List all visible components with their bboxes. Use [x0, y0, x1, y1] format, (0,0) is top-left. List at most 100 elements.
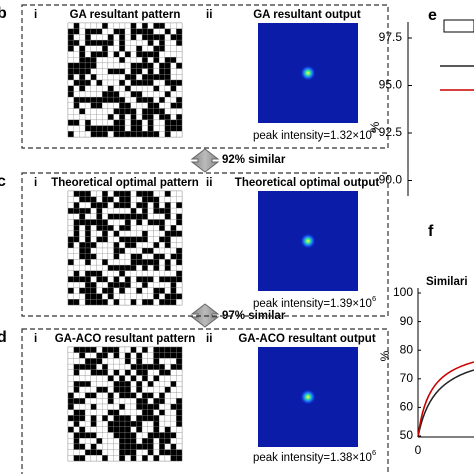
- pattern-cell: [73, 443, 80, 450]
- pattern-cell: [102, 398, 109, 405]
- pattern-cell: [84, 68, 91, 75]
- pattern-cell: [136, 45, 143, 52]
- axis-title: %: [378, 350, 392, 361]
- pattern-cell: [170, 28, 177, 35]
- pattern-cell: [124, 369, 131, 376]
- pattern-cell: [170, 57, 177, 64]
- pattern-cell: [136, 403, 143, 410]
- pattern-cell: [96, 443, 103, 450]
- pattern-cell: [159, 443, 166, 450]
- pattern-cell: [84, 219, 91, 226]
- pattern-cell: [136, 68, 143, 75]
- pattern-cell: [147, 102, 154, 109]
- sub-label: ii: [206, 9, 212, 21]
- pattern-cell: [84, 398, 91, 405]
- pattern-cell: [170, 74, 177, 81]
- pattern-cell: [130, 236, 137, 243]
- pattern-cell: [119, 22, 126, 29]
- pattern-cell: [147, 363, 154, 370]
- pattern-cell: [130, 68, 137, 75]
- pattern-cell: [170, 247, 177, 254]
- pattern-cell: [176, 219, 183, 226]
- pattern-cell: [147, 213, 154, 220]
- pattern-cell: [102, 282, 109, 289]
- pattern-cell: [124, 363, 131, 370]
- pattern-cell: [79, 426, 86, 433]
- pattern-cell: [113, 398, 120, 405]
- pattern-cell: [124, 270, 131, 277]
- pattern-cell: [102, 91, 109, 98]
- pattern-cell: [141, 213, 148, 220]
- pattern-cell: [164, 282, 171, 289]
- pattern-cell: [141, 449, 148, 456]
- pattern-cell: [176, 386, 183, 393]
- pattern-cell: [147, 74, 154, 81]
- pattern-cell: [164, 259, 171, 266]
- pattern-cell: [107, 219, 114, 226]
- pattern-cell: [130, 85, 137, 92]
- pattern-cell: [147, 299, 154, 306]
- pattern-cell: [153, 108, 160, 115]
- pattern-cell: [130, 432, 137, 439]
- pattern-cell: [90, 213, 97, 220]
- pattern-cell: [141, 131, 148, 138]
- pattern-cell: [124, 299, 131, 306]
- pattern-cell: [141, 392, 148, 399]
- pattern-cell: [84, 108, 91, 115]
- pattern-cell: [130, 219, 137, 226]
- pattern-cell: [107, 293, 114, 300]
- pattern-cell: [141, 455, 148, 462]
- pattern-cell: [170, 102, 177, 109]
- pattern-cell: [170, 45, 177, 52]
- pattern-cell: [90, 409, 97, 416]
- pattern-cell: [136, 190, 143, 197]
- pattern-cell: [119, 62, 126, 69]
- pattern-cell: [102, 74, 109, 81]
- pattern-cell: [141, 375, 148, 382]
- pattern-cell: [153, 74, 160, 81]
- pattern-cell: [176, 253, 183, 260]
- pattern-cell: [153, 276, 160, 283]
- pattern-cell: [136, 369, 143, 376]
- pattern-cell: [176, 45, 183, 52]
- pattern-cell: [170, 236, 177, 243]
- pattern-cell: [96, 270, 103, 277]
- pattern-cell: [96, 102, 103, 109]
- pattern-cell: [96, 346, 103, 353]
- pattern-cell: [153, 219, 160, 226]
- pattern-cell: [159, 420, 166, 427]
- pattern-cell: [130, 207, 137, 214]
- pattern-cell: [119, 79, 126, 86]
- pattern-cell: [119, 190, 126, 197]
- sub-label: i: [34, 177, 37, 189]
- pattern-cell: [130, 403, 137, 410]
- pattern-cell: [147, 276, 154, 283]
- pattern-cell: [130, 381, 137, 388]
- pattern-cell: [136, 420, 143, 427]
- curve: [417, 369, 474, 438]
- pattern-cell: [141, 352, 148, 359]
- pattern-cell: [170, 51, 177, 58]
- pattern-cell: [141, 125, 148, 132]
- pattern-cell: [164, 264, 171, 271]
- pattern-cell: [147, 449, 154, 456]
- pattern-cell: [113, 236, 120, 243]
- pattern-cell: [107, 358, 114, 365]
- pattern-cell: [90, 358, 97, 365]
- pattern-cell: [147, 358, 154, 365]
- pattern-cell: [176, 236, 183, 243]
- pattern-cell: [170, 190, 177, 197]
- pattern-cell: [67, 398, 74, 405]
- pattern-cell: [113, 213, 120, 220]
- pattern-cell: [119, 403, 126, 410]
- pattern-cell: [147, 79, 154, 86]
- pattern-cell: [153, 225, 160, 232]
- pattern-cell: [153, 79, 160, 86]
- pattern-cell: [153, 91, 160, 98]
- pattern-cell: [164, 403, 171, 410]
- pattern-cell: [153, 299, 160, 306]
- pattern-cell: [141, 287, 148, 294]
- pattern-cell: [159, 299, 166, 306]
- pattern-cell: [141, 202, 148, 209]
- pattern-cell: [170, 293, 177, 300]
